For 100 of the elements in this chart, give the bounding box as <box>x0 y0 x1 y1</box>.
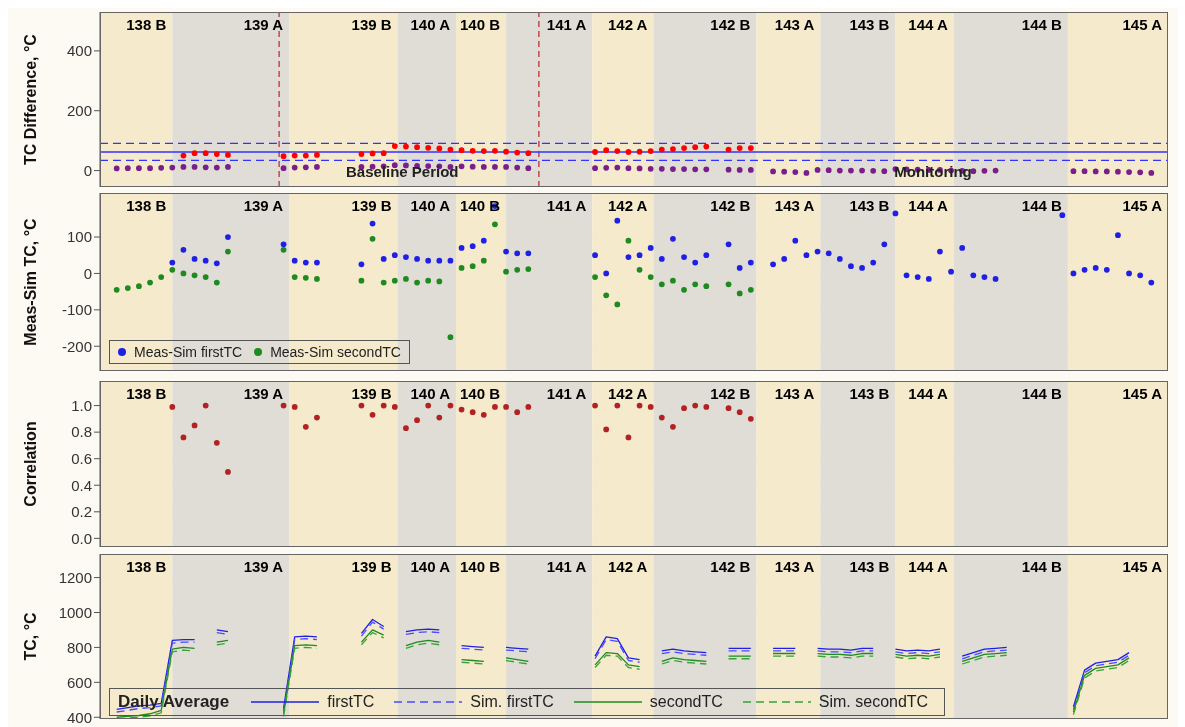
annotation: 142 B <box>710 558 751 575</box>
annotation: 141 A <box>546 16 587 33</box>
annotation: 139 A <box>243 197 284 214</box>
point <box>436 278 443 285</box>
annotation: 143 A <box>774 197 815 214</box>
annotation: 145 A <box>1122 558 1162 575</box>
y-axis-title: Correlation <box>21 421 39 507</box>
annotation: 140 A <box>410 558 450 575</box>
point <box>525 404 532 410</box>
point <box>225 248 231 255</box>
point <box>703 283 710 290</box>
point <box>492 147 498 154</box>
point <box>225 469 231 475</box>
point <box>391 143 398 149</box>
point <box>280 153 287 160</box>
y-tick-label: 400 <box>66 42 92 60</box>
point <box>147 279 153 286</box>
point <box>314 276 320 282</box>
point <box>514 266 521 273</box>
point <box>280 246 287 253</box>
annotation: 141 A <box>546 558 587 575</box>
point <box>736 145 743 151</box>
point <box>425 277 432 284</box>
annotation: 142 A <box>607 197 648 214</box>
annotation: 144 A <box>908 385 948 402</box>
point <box>202 402 209 409</box>
legend-label: Sim. secondTC <box>818 693 929 711</box>
annotation: 145 A <box>1122 197 1162 214</box>
point <box>369 235 376 242</box>
point <box>670 423 676 430</box>
point <box>480 148 487 154</box>
point <box>747 145 754 151</box>
y-tick-label: 0.6 <box>71 450 92 468</box>
point <box>391 404 398 410</box>
point <box>414 417 420 424</box>
y-tick-label: 0.8 <box>71 423 92 441</box>
point <box>425 402 432 409</box>
annotation: 139 B <box>351 558 392 575</box>
point <box>625 237 632 244</box>
annotation: 138 B <box>126 385 167 402</box>
point <box>670 277 676 284</box>
point <box>503 268 509 275</box>
point <box>436 145 443 152</box>
point <box>225 152 231 158</box>
point <box>213 439 220 446</box>
point <box>369 411 376 418</box>
annotation: 144 B <box>1021 16 1062 33</box>
point <box>403 425 409 432</box>
point <box>592 149 598 155</box>
annotation: 140 B <box>460 558 501 575</box>
annotation: 143 A <box>774 558 815 575</box>
point <box>736 290 743 297</box>
annotation: 142 A <box>607 385 648 402</box>
point <box>658 281 665 288</box>
annotation: 140 B <box>460 385 501 402</box>
legend-label: Sim. firstTC <box>470 693 554 711</box>
point <box>403 143 409 150</box>
annotation: 138 B <box>126 558 167 575</box>
point <box>136 283 142 290</box>
point <box>447 402 454 409</box>
legend-label: Meas-Sim secondTC <box>270 344 401 360</box>
point <box>302 152 309 159</box>
annotation: 144 B <box>1021 197 1062 214</box>
point <box>614 402 621 409</box>
y-tick-label: -200 <box>61 337 92 355</box>
annotation: 143 B <box>849 385 890 402</box>
annotation: 144 A <box>908 16 948 33</box>
point <box>458 406 465 413</box>
point <box>692 402 699 409</box>
point <box>280 402 287 409</box>
point <box>658 146 665 153</box>
point <box>314 152 320 158</box>
point <box>514 149 521 156</box>
annotation: Baseline Period <box>345 162 459 180</box>
legend-label: Meas-Sim firstTC <box>134 344 243 360</box>
annotation: 142 B <box>710 16 751 33</box>
point <box>636 266 643 273</box>
point <box>113 286 120 293</box>
point <box>703 143 710 150</box>
annotation: 141 A <box>546 385 587 402</box>
point <box>625 149 632 155</box>
y-tick-label: 0 <box>83 161 92 179</box>
point <box>469 409 476 416</box>
point <box>180 270 187 277</box>
point <box>403 276 409 282</box>
point <box>169 266 176 273</box>
point <box>469 147 476 154</box>
point <box>492 221 498 228</box>
annotation: 142 A <box>607 16 648 33</box>
point <box>658 414 665 421</box>
point <box>681 286 687 293</box>
point <box>614 301 621 308</box>
point <box>213 151 220 157</box>
point <box>469 263 476 270</box>
legend-label: secondTC <box>649 693 723 711</box>
point <box>380 402 387 409</box>
annotation: 145 A <box>1122 16 1162 33</box>
point <box>692 144 699 151</box>
point <box>647 148 654 154</box>
point <box>603 147 610 154</box>
